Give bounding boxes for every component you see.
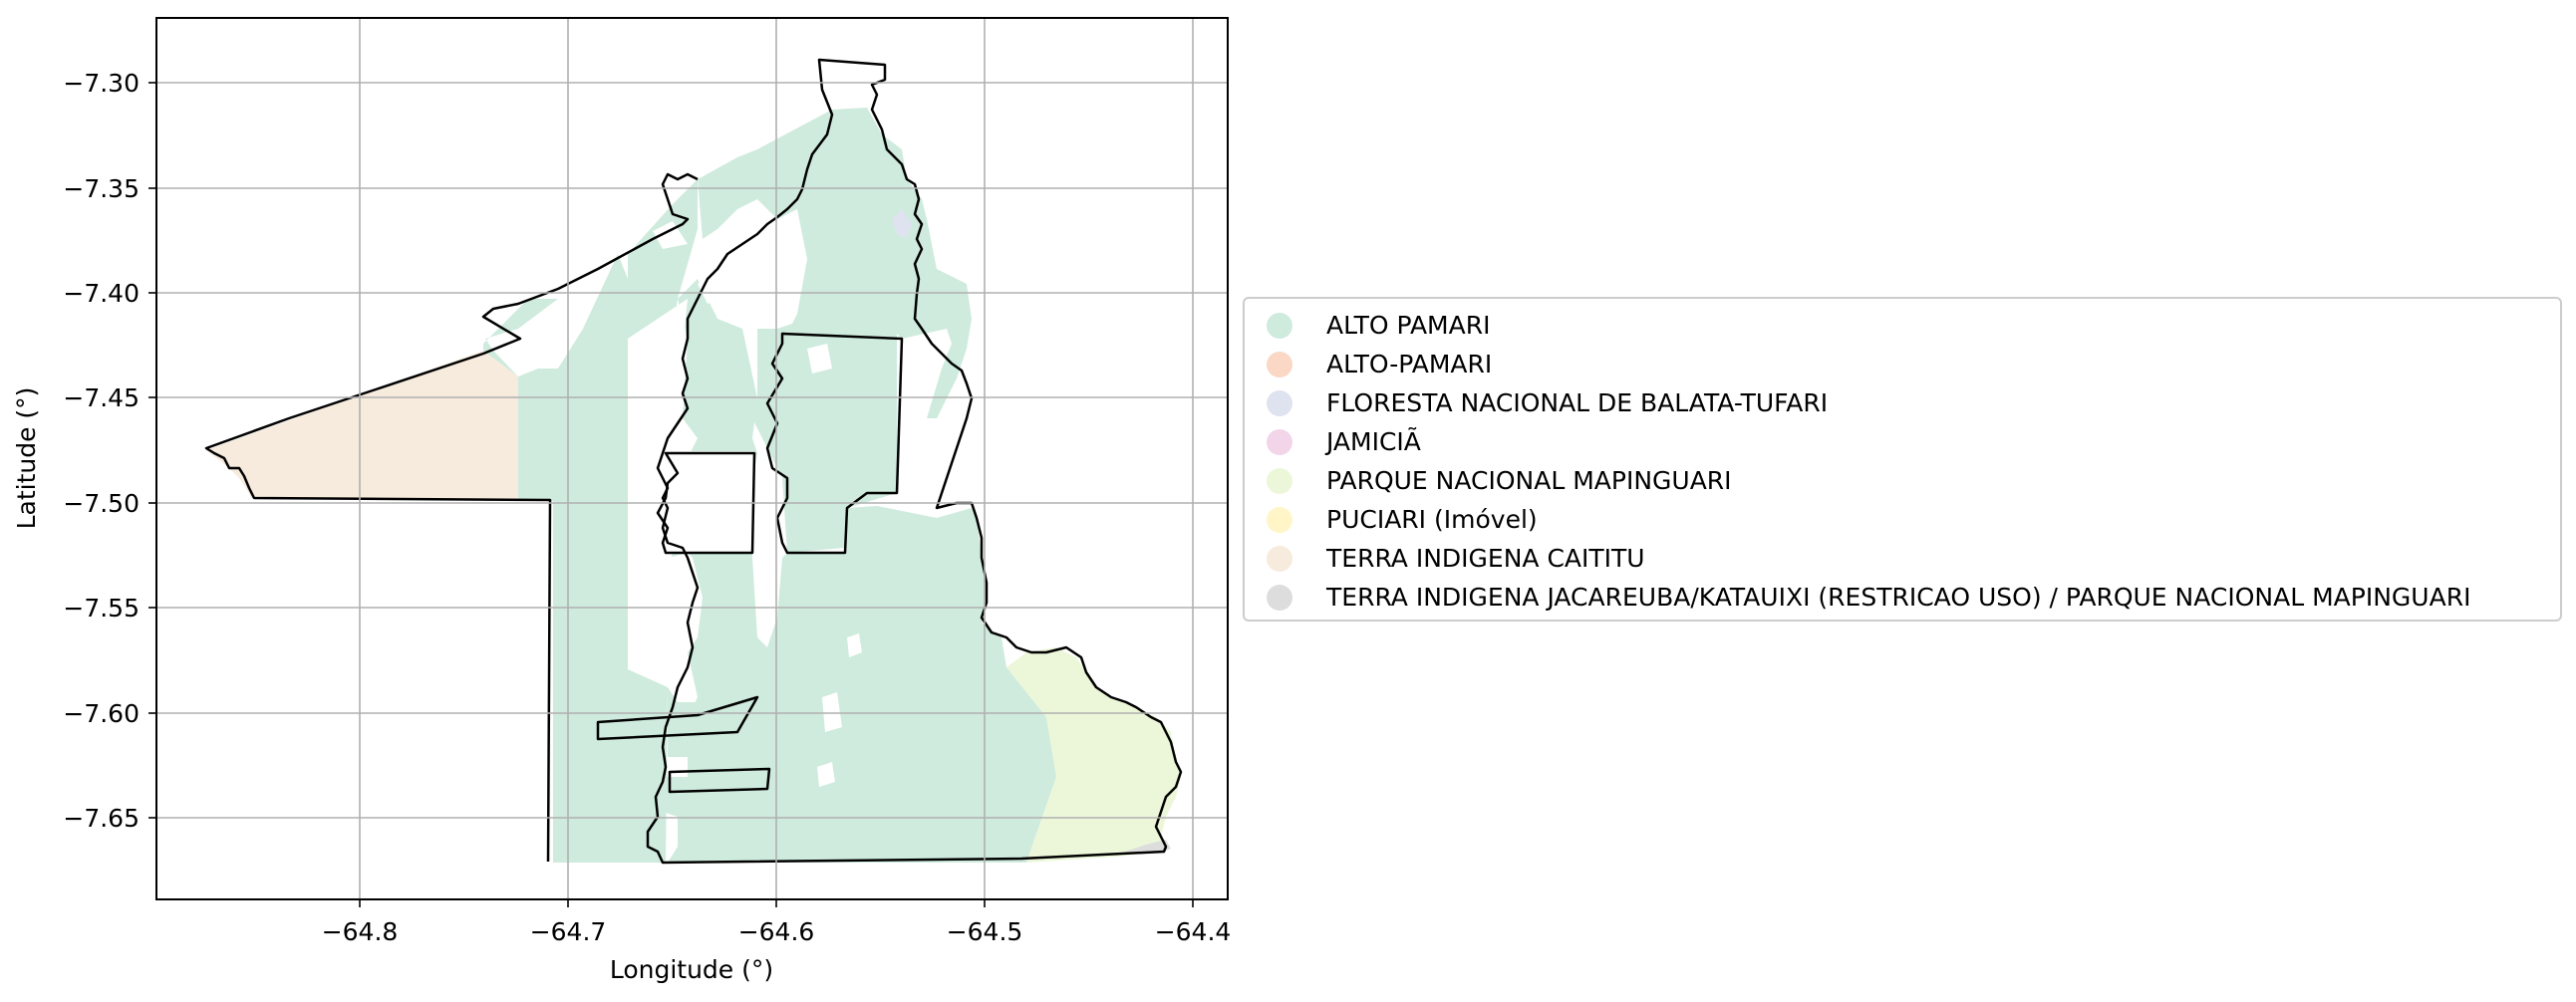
legend-swatch-terra-indigena-caititu [1267, 546, 1292, 572]
legend-swatch-parque-nacional [1267, 468, 1292, 494]
xtick-label-2: −64.7 [530, 917, 607, 946]
ytick-label-2: −7.35 [63, 174, 140, 203]
xtick-label-4: −64.5 [947, 917, 1023, 946]
axes-frame [155, 17, 1229, 900]
legend-label-terra-indigena-jacareuba: TERRA INDIGENA JACAREUBA/KATAUIXI (RESTR… [1326, 583, 2471, 612]
legend-label-jamicia: JAMICIÃ [1326, 427, 1421, 456]
ytick-label-1: −7.30 [63, 69, 140, 98]
region-gap-inner-1 [666, 451, 754, 553]
hole-outline-1 [765, 332, 904, 555]
legend-swatch-terra-indigena-jacareuba [1267, 585, 1292, 611]
region-parque-nacional-mapinguari [1006, 647, 1181, 863]
region-island-7 [847, 633, 862, 657]
region-island-4 [807, 344, 832, 374]
legend-label-parque-nacional: PARQUE NACIONAL MAPINGUARI [1326, 466, 1732, 495]
tick-marks [148, 82, 1194, 907]
gridlines [156, 18, 1228, 899]
hole-outline-2 [656, 451, 756, 555]
region-island-1 [653, 221, 688, 249]
ytick-label-8: −7.65 [63, 804, 140, 833]
region-gap-white-strip [628, 299, 688, 669]
municipality-outline [646, 58, 1183, 865]
y-tick-labels: −7.30 −7.35 −7.40 −7.45 −7.50 −7.55 −7.6… [63, 69, 140, 833]
ytick-label-7: −7.60 [63, 699, 140, 728]
x-tick-labels: −64.8 −64.7 −64.6 −64.5 −64.4 [322, 917, 1232, 946]
region-alto-pamari-1 [483, 299, 558, 376]
legend-swatch-alto-pamari [1267, 313, 1292, 339]
region-island-2 [698, 269, 727, 304]
region-terra-indigena-caititu [206, 351, 518, 501]
y-axis-title: Latitude (°) [12, 387, 41, 530]
region-island-5 [822, 692, 842, 732]
xtick-label-5: −64.4 [1155, 917, 1232, 946]
xtick-label-3: −64.6 [738, 917, 815, 946]
ytick-label-6: −7.55 [63, 594, 140, 623]
ytick-label-5: −7.50 [63, 489, 140, 518]
hole-outline-4 [668, 767, 771, 794]
west-outline [204, 172, 699, 863]
legend-label-alto-pamari: ALTO PAMARI [1326, 311, 1491, 340]
legend-label-terra-indigena-caititu: TERRA INDIGENA CAITITU [1326, 544, 1645, 573]
boundary-lines [204, 58, 1183, 865]
legend-swatch-puciari [1267, 507, 1292, 533]
region-alto-pamari-6 [658, 279, 1056, 863]
x-axis-title: Longitude (°) [610, 955, 773, 984]
legend-label-puciari: PUCIARI (Imóvel) [1326, 505, 1538, 534]
xtick-label-1: −64.8 [322, 917, 399, 946]
legend-swatch-alto-pamari-hyphen [1267, 352, 1292, 377]
legend-label-alto-pamari-hyphen: ALTO-PAMARI [1326, 350, 1493, 378]
legend: ALTO PAMARI ALTO-PAMARI FLORESTA NACIONA… [1243, 297, 2562, 622]
legend-swatch-jamicia [1267, 429, 1292, 455]
region-island-3 [638, 393, 668, 428]
legend-label-floresta-nacional: FLORESTA NACIONAL DE BALATA-TUFARI [1326, 388, 1829, 417]
ytick-label-3: −7.40 [63, 279, 140, 308]
region-alto-pamari-2 [518, 254, 628, 669]
map-regions [206, 108, 1181, 863]
ytick-label-4: −7.45 [63, 383, 140, 412]
hole-outline-3 [596, 695, 759, 741]
region-alto-pamari-3 [553, 669, 668, 863]
region-island-6 [817, 762, 835, 787]
legend-swatch-floresta-nacional [1267, 390, 1292, 416]
region-floresta-nacional-balata-tufari [892, 209, 912, 239]
